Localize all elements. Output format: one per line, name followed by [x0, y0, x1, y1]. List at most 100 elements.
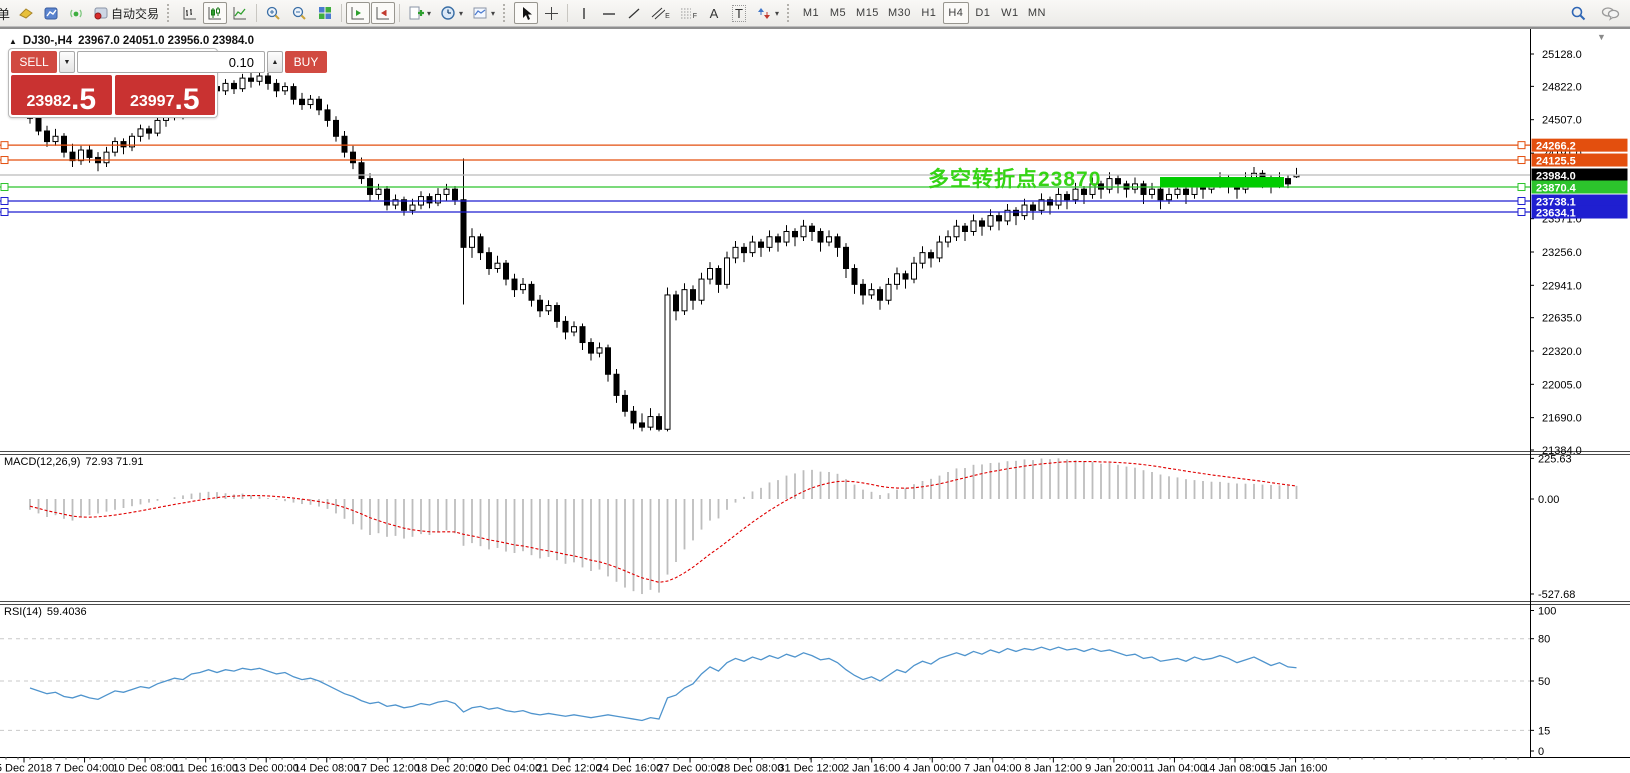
price-line-label: 23984.0 [1536, 171, 1576, 183]
hline-anchor[interactable] [1517, 156, 1526, 165]
macd-tick-label: -527.68 [1538, 589, 1575, 601]
price-tick-label: 24822.0 [1542, 81, 1582, 93]
tile-windows-button[interactable] [313, 2, 337, 24]
time-tick-label: 28 Dec 08:00 [718, 763, 783, 773]
timeframe-mn-button[interactable]: MN [1027, 7, 1046, 19]
new-order-icon [19, 8, 33, 19]
timeframe-m30-button[interactable]: M30 [887, 7, 911, 19]
ohlc-values: 23967.0 24051.0 23956.0 23984.0 [78, 35, 255, 47]
add-indicator-icon [409, 6, 425, 20]
toolbar-grip[interactable] [167, 4, 174, 22]
timeframe-m1-button[interactable]: M1 [802, 7, 820, 19]
clock-icon [441, 6, 455, 20]
time-tick-label: 15 Jan 16:00 [1264, 763, 1328, 773]
hline-anchor[interactable] [1517, 197, 1526, 206]
hline-anchor[interactable] [1517, 208, 1526, 217]
horizontal-line-tool-button[interactable] [597, 2, 621, 24]
macd-tick-label: 0.00 [1538, 494, 1559, 506]
price-tick-label: 24507.0 [1542, 115, 1582, 127]
zoom-in-button[interactable] [261, 2, 286, 24]
collapse-arrow-icon[interactable]: ▲ [9, 36, 17, 46]
time-tick-label: 4 Jan 00:00 [904, 763, 962, 773]
signals-button[interactable] [64, 2, 88, 24]
fibonacci-tool-button[interactable]: F [675, 2, 701, 24]
crosshair-icon [544, 6, 558, 20]
sell-price-display[interactable]: 23982.5 [11, 75, 112, 115]
one-click-trading-panel: SELL ▼ ▲ BUY 23982.5 23997.5 [8, 48, 327, 118]
price-line-label: 24266.2 [1536, 141, 1576, 153]
text-label-tool-button[interactable]: T [727, 2, 751, 24]
macd-tick-label: 225.63 [1538, 453, 1572, 465]
autotrading-button[interactable]: 自动交易 [89, 2, 163, 24]
new-order-button[interactable] [14, 2, 38, 24]
timeframe-m15-button[interactable]: M15 [856, 7, 879, 19]
chat-button[interactable] [1597, 2, 1624, 24]
time-tick-label: 13 Dec 00:00 [233, 763, 298, 773]
price-tick-label: 21690.0 [1542, 413, 1582, 425]
chart-annotation-text[interactable]: 多空转折点23870 [928, 168, 1102, 191]
chart-window: 25128.024822.024507.024191.023571.023256… [0, 27, 1630, 773]
crosshair-tool-button[interactable] [539, 2, 563, 24]
vertical-line-icon [583, 7, 585, 19]
time-tick-label: 14 Jan 08:00 [1203, 763, 1267, 773]
line-chart-button[interactable] [228, 2, 252, 24]
support-zone[interactable] [1160, 177, 1284, 188]
cursor-icon [522, 6, 532, 20]
search-button[interactable] [1566, 2, 1591, 24]
auto-scroll-button[interactable] [371, 2, 396, 24]
time-tick-label: 20 Dec 04:00 [476, 763, 541, 773]
volume-input[interactable] [77, 51, 265, 73]
hline-anchor[interactable] [0, 197, 9, 206]
hline-anchor[interactable] [0, 156, 9, 165]
timeframe-h4-button[interactable]: H4 [942, 2, 969, 24]
macd-indicator-label: MACD(12,26,9) 72.93 71.91 [4, 456, 144, 468]
volume-decrement-button[interactable]: ▼ [59, 51, 75, 73]
trendline-tool-button[interactable] [622, 2, 646, 24]
hline-anchor[interactable] [0, 141, 9, 150]
tile-windows-icon [319, 7, 332, 19]
channel-label: E [665, 12, 670, 20]
hline-anchor[interactable] [0, 183, 9, 192]
buy-button[interactable]: BUY [285, 51, 327, 73]
time-tick-label: 2 Jan 16:00 [843, 763, 901, 773]
toolbar-grip[interactable] [787, 4, 794, 22]
zoom-out-button[interactable] [287, 2, 312, 24]
timeframe-w1-button[interactable]: W1 [1001, 7, 1019, 19]
equidistant-channel-tool-button[interactable]: E [647, 2, 674, 24]
hline-anchor[interactable] [1517, 183, 1526, 192]
timeframe-d1-button[interactable]: D1 [975, 7, 991, 19]
indicators-menu-button[interactable]: ▾ [404, 2, 435, 24]
templates-menu-button[interactable]: ▾ [468, 2, 499, 24]
arrows-tool-button[interactable]: ▾ [752, 2, 783, 24]
volume-increment-button[interactable]: ▲ [267, 51, 283, 73]
vertical-line-tool-button[interactable] [572, 2, 596, 24]
hline-anchor[interactable] [1517, 141, 1526, 150]
buy-price-display[interactable]: 23997.5 [114, 75, 215, 115]
chart-canvas: 25128.024822.024507.024191.023571.023256… [0, 29, 1630, 773]
support-zone-rect[interactable] [1160, 177, 1284, 188]
autotrading-label: 自动交易 [111, 6, 160, 21]
charts-button[interactable] [39, 2, 63, 24]
timeframe-m5-button[interactable]: M5 [829, 7, 847, 19]
timeframe-group: M1 M5 M15 M30 H1 H4 D1 W1 MN [798, 2, 1050, 24]
cursor-tool-button[interactable] [514, 2, 539, 24]
toolbar-grip[interactable] [503, 4, 510, 22]
zoom-in-icon [266, 6, 280, 20]
chart-shift-button[interactable] [346, 2, 371, 24]
text-tool-button[interactable]: A [702, 2, 726, 24]
bar-chart-button[interactable] [178, 2, 202, 24]
hline-anchor[interactable] [0, 208, 9, 217]
candlestick-chart-button[interactable] [203, 2, 228, 24]
time-tick-label: 11 Jan 04:00 [1143, 763, 1206, 773]
sell-button[interactable]: SELL [11, 51, 57, 73]
horizontal-lines[interactable] [0, 141, 1530, 217]
time-tick-label: 17 Dec 12:00 [355, 763, 420, 773]
rsi-indicator-label: RSI(14) 59.4036 [4, 606, 87, 618]
price-tick-label: 22005.0 [1542, 379, 1582, 391]
caret-down-icon: ▾ [427, 8, 432, 18]
time-tick-label: 11 Dec 16:00 [173, 763, 238, 773]
price-axis[interactable]: 25128.024822.024507.024191.023571.023256… [1530, 49, 1582, 457]
periods-menu-button[interactable]: ▾ [436, 2, 467, 24]
timeframe-h1-button[interactable]: H1 [921, 7, 937, 19]
